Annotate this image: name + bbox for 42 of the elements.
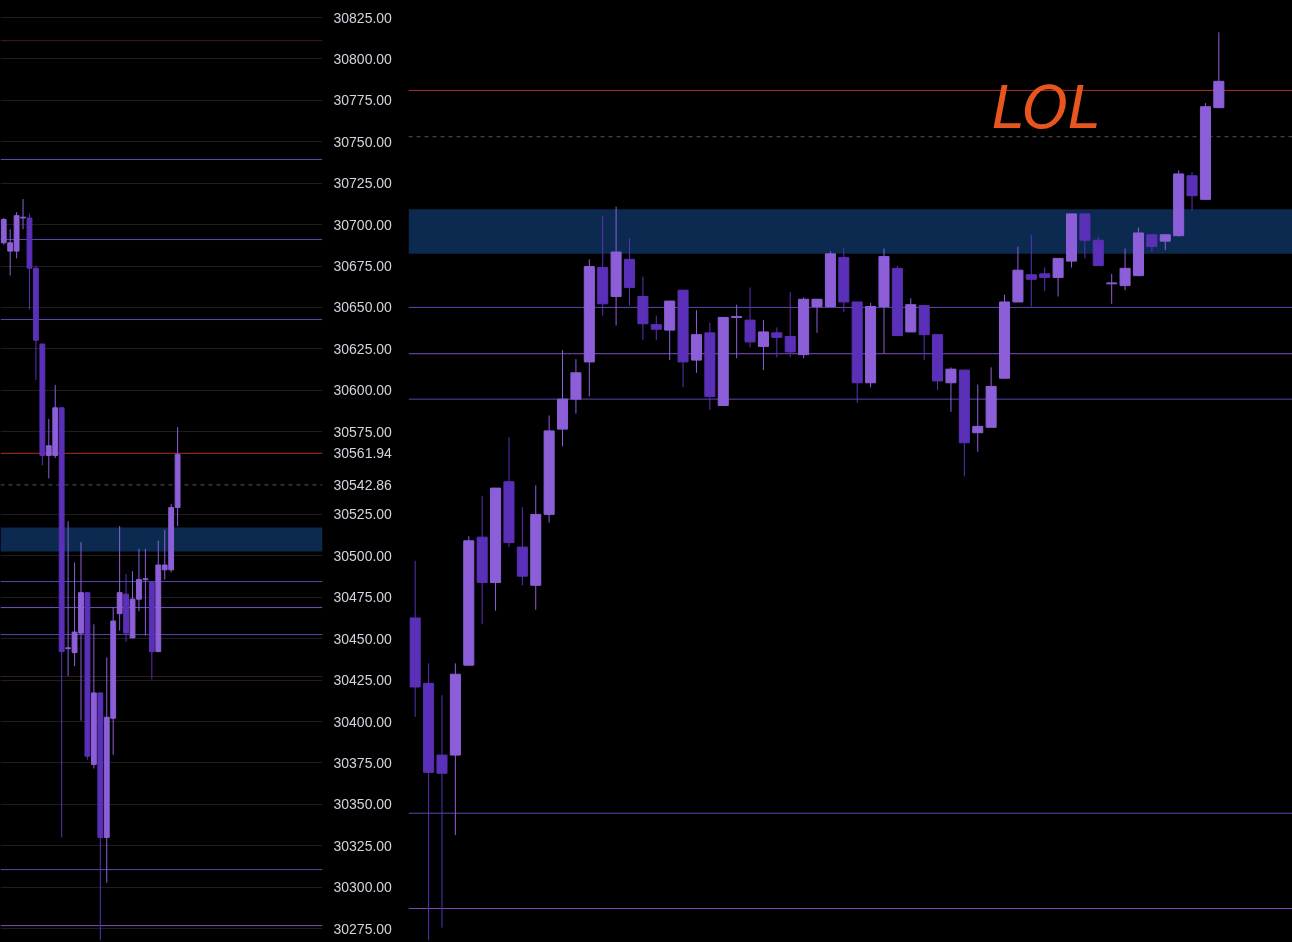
candlestick (436, 694, 448, 929)
y-tick-label: 30450.00 (333, 630, 393, 647)
y-tick-label: 30525.00 (333, 506, 393, 523)
y-tick-label: 30400.00 (333, 713, 393, 730)
candlestick (784, 291, 796, 358)
y-tick-label: 30375.00 (333, 754, 393, 771)
y-tick-label: 30275.00 (333, 920, 393, 937)
y-tick-label: 30750.00 (333, 133, 393, 150)
y-tick-label: 30700.00 (333, 216, 393, 233)
candlestick (972, 384, 984, 453)
candlestick (771, 326, 783, 358)
y-tick-label: 30575.00 (333, 423, 393, 440)
candlestick (1039, 266, 1051, 292)
candlestick (116, 525, 123, 632)
annotation: LOL (991, 73, 1101, 142)
candlestick (945, 366, 957, 413)
candlestick (1052, 257, 1064, 298)
candlestick (731, 304, 743, 359)
y-tick-label: 30675.00 (333, 258, 393, 275)
y-tick-label: 30725.00 (333, 175, 393, 192)
y-tick-label: 30425.00 (333, 672, 393, 689)
y-tick-label: 30500.00 (333, 547, 393, 564)
candlestick (744, 286, 756, 348)
y-tick-label: 30825.00 (333, 9, 393, 26)
y-tick-label: 30300.00 (333, 879, 393, 896)
candlestick (650, 315, 662, 341)
y-tick-label: 30325.00 (333, 837, 393, 854)
y-tick-label: 30650.00 (333, 299, 393, 316)
ref-line-label: 30561.94 (333, 445, 393, 462)
candlestick (1025, 234, 1037, 308)
y-tick-label: 30775.00 (333, 92, 393, 109)
y-tick-label: 30475.00 (333, 589, 393, 606)
ref-line-label: 30542.86 (333, 476, 393, 493)
candlestick (811, 298, 823, 334)
candlestick (757, 319, 769, 371)
y-tick-label: 30625.00 (333, 340, 393, 357)
candlestick (1186, 171, 1198, 211)
y-tick-label: 30350.00 (333, 796, 393, 813)
y-tick-label: 30600.00 (333, 382, 393, 399)
candlestick (1119, 247, 1131, 291)
candlestick (1106, 273, 1118, 305)
y-tick-label: 30800.00 (333, 50, 393, 67)
